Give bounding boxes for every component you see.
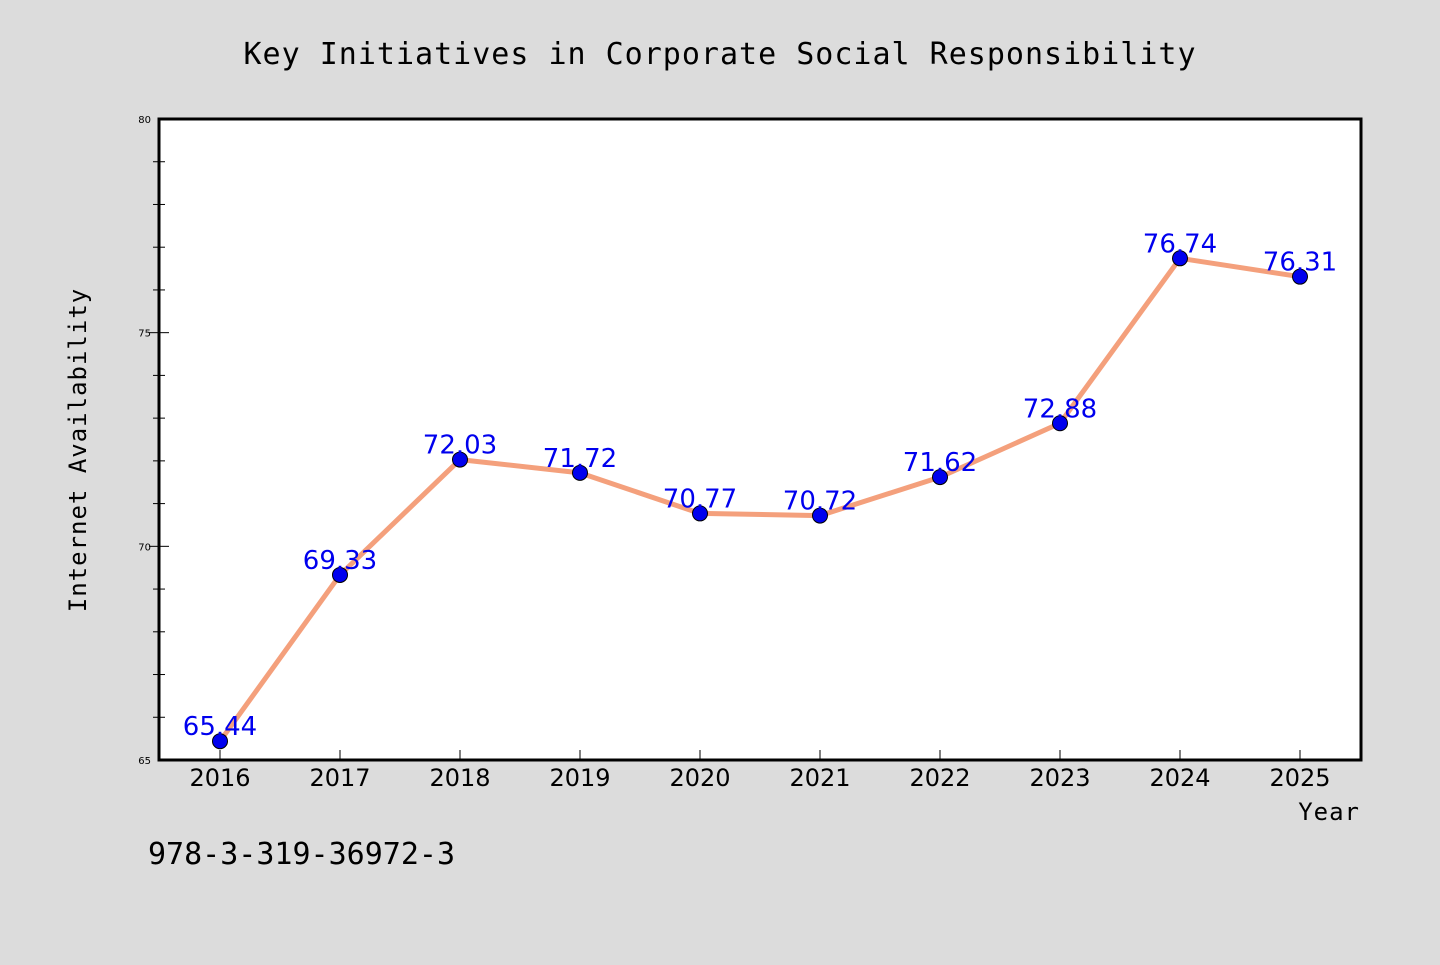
x-tick-label: 2018 <box>429 764 490 792</box>
data-label: 70.72 <box>783 487 857 517</box>
x-axis-label: Year <box>1298 798 1360 826</box>
x-tick-label: 2020 <box>669 764 730 792</box>
data-label: 71.62 <box>903 448 977 478</box>
y-tick-label: 75 <box>138 329 151 340</box>
series-layer <box>212 250 1308 750</box>
x-tick-label: 2021 <box>789 764 850 792</box>
y-tick-label: 70 <box>138 542 151 553</box>
data-label: 76.31 <box>1263 248 1337 278</box>
y-axis-label: Internet Availability <box>64 288 92 612</box>
x-tick-label: 2024 <box>1149 764 1210 792</box>
data-label: 69.33 <box>303 546 377 576</box>
data-label: 76.74 <box>1143 229 1217 259</box>
x-tick-label: 2017 <box>309 764 370 792</box>
x-tick-label: 2019 <box>549 764 610 792</box>
x-tick-label: 2016 <box>189 764 250 792</box>
data-label: 70.77 <box>663 484 737 514</box>
x-axis-ticks: 2016 2017 2018 2019 2020 2021 2022 2023 2024 2025 <box>189 750 1331 792</box>
data-point <box>1052 415 1068 432</box>
plot-area <box>157 117 1363 762</box>
x-tick-label: 2022 <box>909 764 970 792</box>
data-point <box>332 566 348 583</box>
data-label: 71.72 <box>543 444 617 474</box>
data-point <box>932 469 948 486</box>
x-tick-label: 2025 <box>1269 764 1330 792</box>
data-label: 72.03 <box>423 431 497 461</box>
isbn-annotation: 978-3-319-36972-3 <box>148 837 455 872</box>
chart-title: Key Initiatives in Corporate Social Resp… <box>243 37 1196 72</box>
y-tick-label: 80 <box>138 115 151 126</box>
data-point <box>1292 268 1308 285</box>
data-label-layer: 65.44 69.33 72.03 71.72 70.77 70.72 71.62 72.88… <box>183 229 1337 742</box>
x-tick-label: 2023 <box>1029 764 1090 792</box>
y-axis-ticks: 65 70 75 80 <box>138 115 169 767</box>
data-point <box>812 507 828 524</box>
data-point <box>1172 250 1188 267</box>
data-point <box>692 505 708 522</box>
data-point <box>572 464 588 481</box>
y-tick-label: 65 <box>138 756 151 767</box>
data-point <box>212 733 228 750</box>
series-line <box>217 255 1303 744</box>
data-label: 65.44 <box>183 712 257 742</box>
data-point <box>452 451 468 468</box>
data-label: 72.88 <box>1023 394 1097 424</box>
